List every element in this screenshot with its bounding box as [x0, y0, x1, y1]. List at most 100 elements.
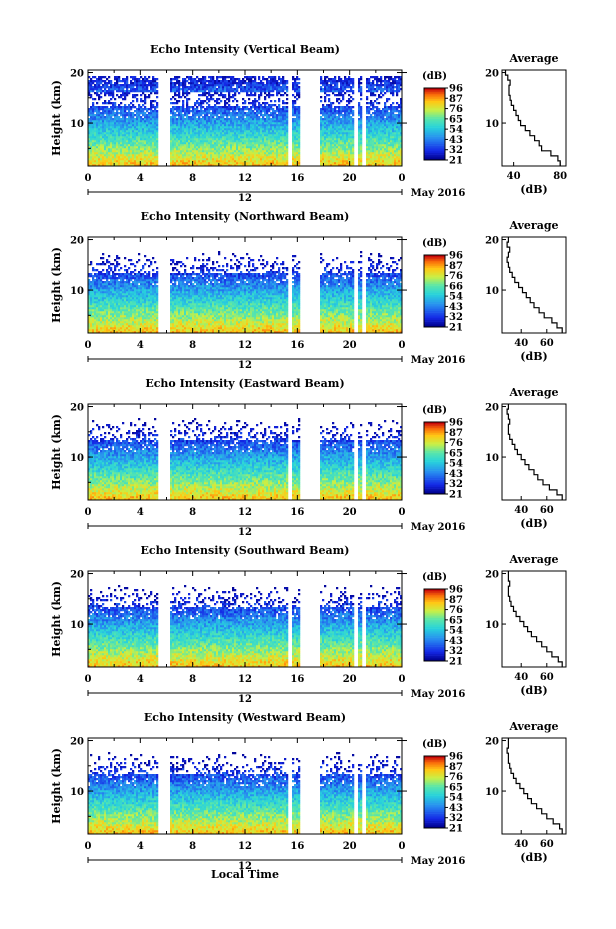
heatmap-cell [104, 124, 106, 126]
heatmap-cell [206, 128, 208, 130]
heatmap-cell [130, 138, 132, 140]
heatmap-cell [170, 128, 172, 130]
heatmap-cell [190, 86, 192, 88]
heatmap-cell [184, 128, 186, 130]
heatmap-cell [180, 132, 182, 134]
heatmap-cell [110, 120, 112, 122]
heatmap-cell [178, 100, 180, 102]
heatmap-cell [198, 120, 200, 122]
heatmap-cell [186, 108, 188, 110]
heatmap-cell [196, 84, 198, 86]
heatmap-cell [94, 118, 96, 120]
heatmap-cell [116, 148, 118, 150]
heatmap-cell [146, 88, 148, 90]
heatmap-cell [132, 94, 134, 96]
heatmap-cell [132, 132, 134, 134]
heatmap-cell [200, 162, 202, 164]
heatmap-cell [98, 160, 100, 162]
heatmap-cell [108, 136, 110, 138]
heatmap-cell [200, 84, 202, 86]
heatmap-cell [104, 148, 106, 150]
heatmap-cell [130, 90, 132, 92]
heatmap-cell [202, 150, 204, 152]
heatmap-cell [116, 120, 118, 122]
heatmap-cell [116, 138, 118, 140]
heatmap-cell [188, 134, 190, 136]
heatmap-cell [188, 160, 190, 162]
heatmap-cell [202, 92, 204, 94]
heatmap-cell [202, 82, 204, 84]
heatmap-cell [202, 128, 204, 130]
heatmap-cell [148, 158, 150, 160]
heatmap-cell [170, 156, 172, 158]
heatmap-cell [92, 114, 94, 116]
heatmap-cell [204, 112, 206, 114]
heatmap-cell [102, 162, 104, 164]
heatmap-cell [188, 140, 190, 142]
heatmap-cells [88, 76, 402, 166]
heatmap-cell [114, 88, 116, 90]
heatmap-cell [136, 152, 138, 154]
heatmap-cell [186, 76, 188, 78]
heatmap-cell [110, 156, 112, 158]
heatmap-cell [176, 150, 178, 152]
heatmap-cell [132, 160, 134, 162]
heatmap-cell [124, 84, 126, 86]
heatmap-cell [136, 84, 138, 86]
heatmap-cell [202, 132, 204, 134]
heatmap-cell [204, 76, 206, 78]
heatmap-cell [142, 82, 144, 84]
heatmap-cell [90, 158, 92, 160]
heatmap-cell [130, 158, 132, 160]
heatmap-cell [188, 146, 190, 148]
heatmap-cell [128, 108, 130, 110]
heatmap-cell [118, 78, 120, 80]
heatmap-cell [174, 116, 176, 118]
heatmap-cell [136, 132, 138, 134]
heatmap-cell [124, 128, 126, 130]
heatmap-cell [150, 88, 152, 90]
heatmap-cell [100, 120, 102, 122]
heatmap-cell [200, 106, 202, 108]
heatmap-cell [192, 132, 194, 134]
heatmap-cell [182, 116, 184, 118]
heatmap-cell [190, 140, 192, 142]
heatmap-cell [180, 124, 182, 126]
heatmap-cell [104, 146, 106, 148]
heatmap-cell [138, 78, 140, 80]
heatmap-cell [170, 90, 172, 92]
heatmap-cell [128, 128, 130, 130]
heatmap-cell [110, 160, 112, 162]
heatmap-cell [206, 154, 208, 156]
heatmap-cell [144, 88, 146, 90]
heatmap-cell [130, 86, 132, 88]
heatmap-cell [138, 88, 140, 90]
heatmap-cell [198, 142, 200, 144]
heatmap-cell [96, 108, 98, 110]
heatmap-cell [154, 90, 156, 92]
heatmap-cell [96, 162, 98, 164]
heatmap-cell [156, 112, 158, 114]
heatmap-cell [178, 140, 180, 142]
heatmap-cell [106, 142, 108, 144]
heatmap-cell [120, 120, 122, 122]
heatmap-cell [124, 162, 126, 164]
heatmap-cell [170, 82, 172, 84]
heatmap-cell [90, 90, 92, 92]
heatmap-cell [174, 102, 176, 104]
heatmap-cell [124, 116, 126, 118]
heatmap-cell [152, 162, 154, 164]
heatmap-cell [130, 144, 132, 146]
heatmap-cell [184, 114, 186, 116]
heatmap-cell [96, 148, 98, 150]
heatmap-cell [184, 144, 186, 146]
heatmap-cell [120, 154, 122, 156]
heatmap-cell [190, 146, 192, 148]
heatmap-cell [92, 116, 94, 118]
heatmap-cell [156, 138, 158, 140]
heatmap-cell [204, 136, 206, 138]
heatmap-cell [184, 78, 186, 80]
heatmap-cell [148, 134, 150, 136]
heatmap-cell [98, 114, 100, 116]
heatmap-cell [90, 156, 92, 158]
